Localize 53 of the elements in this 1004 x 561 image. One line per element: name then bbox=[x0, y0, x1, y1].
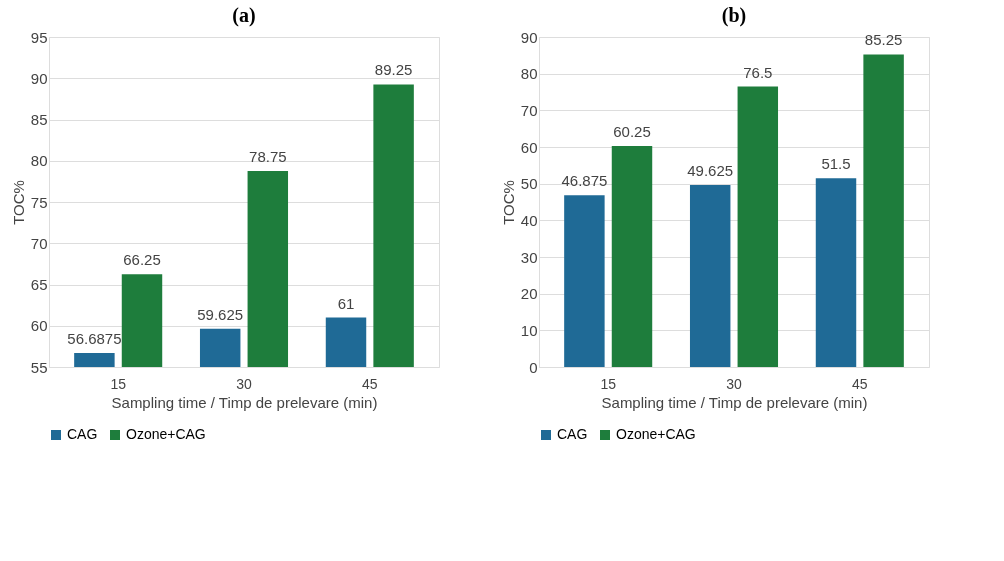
data-label: 46.875 bbox=[561, 172, 608, 190]
y-tick-label: 55 bbox=[30, 358, 48, 376]
bar bbox=[863, 54, 904, 367]
x-tick-label: 15 bbox=[600, 375, 617, 392]
y-axis-title: TOC% bbox=[9, 180, 27, 225]
data-label: 66.25 bbox=[123, 251, 161, 269]
data-label: 89.25 bbox=[374, 61, 413, 79]
y-tick-label: 60 bbox=[30, 317, 48, 335]
bar bbox=[611, 146, 653, 367]
data-label: 49.625 bbox=[687, 162, 734, 180]
data-label: 59.625 bbox=[197, 305, 244, 323]
y-tick-label: 70 bbox=[30, 234, 48, 252]
y-tick-label: 90 bbox=[520, 28, 538, 46]
chart-title: (b) bbox=[721, 4, 747, 27]
chart-title: (a) bbox=[232, 4, 256, 27]
x-axis-title: Sampling time / Timp de prelevare (min) bbox=[111, 393, 378, 411]
data-label: 56.6875 bbox=[67, 330, 122, 348]
y-tick-label: 40 bbox=[520, 211, 538, 229]
data-label: 60.25 bbox=[613, 123, 651, 141]
y-tick-label: 85 bbox=[30, 111, 48, 128]
legend-label: CAG bbox=[67, 426, 98, 442]
y-tick-label: 60 bbox=[520, 138, 538, 156]
y-tick-label: 65 bbox=[30, 276, 48, 293]
legend-label: Ozone+CAG bbox=[126, 426, 206, 442]
legend-label: Ozone+CAG bbox=[616, 426, 696, 442]
y-tick-label: 80 bbox=[30, 152, 48, 170]
x-tick-label: 30 bbox=[726, 375, 742, 392]
y-tick-label: 75 bbox=[30, 193, 48, 211]
bar bbox=[815, 178, 857, 367]
bar bbox=[564, 195, 605, 367]
y-tick-label: 95 bbox=[30, 28, 48, 46]
bar bbox=[737, 86, 779, 367]
x-tick-label: 45 bbox=[362, 375, 378, 392]
y-tick-label: 80 bbox=[520, 65, 538, 83]
data-label: 78.75 bbox=[249, 148, 287, 166]
x-tick-label: 15 bbox=[110, 375, 127, 392]
y-tick-label: 0 bbox=[529, 358, 538, 376]
legend-label: CAG bbox=[557, 426, 588, 442]
x-tick-label: 45 bbox=[852, 375, 868, 392]
data-label: 61 bbox=[337, 294, 355, 312]
y-tick-label: 30 bbox=[520, 248, 538, 266]
y-tick-label: 90 bbox=[30, 69, 48, 87]
data-label: 85.25 bbox=[864, 31, 903, 49]
y-axis-title: TOC% bbox=[499, 180, 517, 225]
y-tick-label: 70 bbox=[520, 101, 538, 119]
y-tick-label: 20 bbox=[520, 285, 538, 303]
data-label: 76.5 bbox=[743, 63, 773, 81]
y-tick-label: 10 bbox=[520, 321, 538, 339]
y-tick-label: 50 bbox=[520, 175, 538, 193]
data-label: 51.5 bbox=[821, 155, 851, 173]
x-axis-title: Sampling time / Timp de prelevare (min) bbox=[601, 393, 868, 411]
bar bbox=[689, 185, 731, 367]
x-tick-label: 30 bbox=[236, 375, 252, 392]
